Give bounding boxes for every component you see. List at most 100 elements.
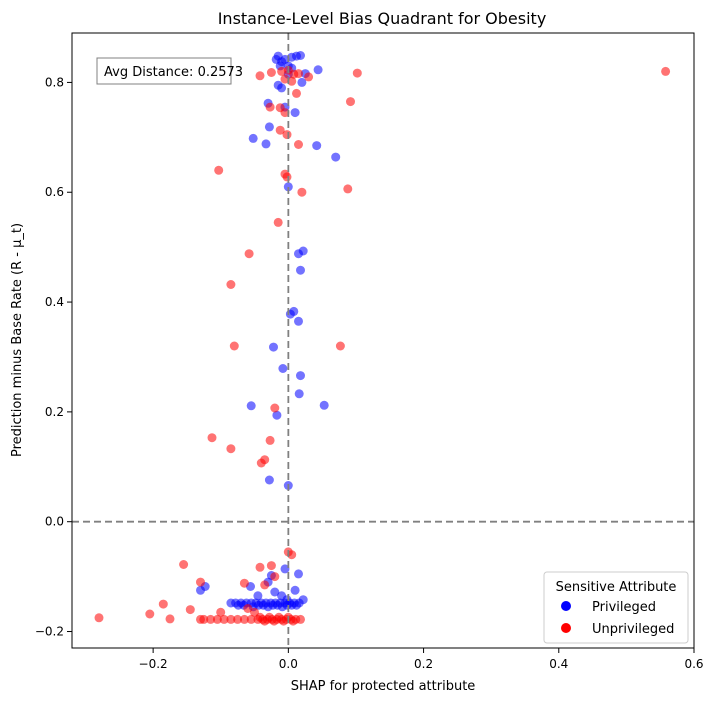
- x-tick-label: 0.4: [549, 657, 568, 671]
- point-unprivileged-76: [269, 616, 279, 626]
- point-unprivileged-31: [265, 435, 275, 445]
- y-tick-label: 0.6: [45, 185, 64, 199]
- y-tick-label: 0.2: [45, 405, 64, 419]
- point-unprivileged-56: [219, 614, 229, 624]
- point-privileged-76: [292, 600, 301, 610]
- point-unprivileged-21: [282, 172, 292, 182]
- point-unprivileged-60: [246, 614, 256, 624]
- point-unprivileged-26: [226, 280, 236, 289]
- point-unprivileged-2: [255, 71, 265, 81]
- point-unprivileged-57: [226, 614, 236, 624]
- point-unprivileged-22: [343, 184, 353, 194]
- point-privileged-18: [290, 108, 300, 118]
- y-axis: −0.2 0.0 0.2 0.4 0.6 0.8: [35, 75, 72, 639]
- point-unprivileged-59: [239, 614, 249, 624]
- legend-title: Sensitive Attribute: [556, 580, 677, 595]
- point-privileged-27: [296, 265, 305, 275]
- point-unprivileged-55: [212, 614, 222, 624]
- point-privileged-35: [319, 400, 329, 410]
- point-unprivileged-48: [158, 599, 168, 609]
- annotation-box: Avg Distance: 0.2573: [96, 57, 243, 85]
- point-unprivileged-15: [280, 108, 290, 118]
- point-privileged-3: [296, 51, 305, 60]
- point-privileged-26: [294, 249, 303, 259]
- point-privileged-34: [294, 389, 304, 399]
- legend-entry-privileged: Privileged: [592, 600, 656, 615]
- y-tick-label: 0.4: [45, 295, 64, 309]
- point-privileged-24: [283, 182, 293, 192]
- point-unprivileged-46: [243, 604, 253, 613]
- point-unprivileged-45: [216, 607, 226, 617]
- point-unprivileged-11: [292, 88, 301, 98]
- point-privileged-40: [280, 564, 290, 574]
- point-privileged-31: [269, 342, 278, 352]
- point-unprivileged-77: [279, 616, 289, 626]
- point-unprivileged-54: [206, 614, 216, 624]
- point-unprivileged-38: [255, 562, 265, 572]
- point-unprivileged-78: [288, 616, 298, 626]
- point-privileged-78: [263, 602, 273, 612]
- point-privileged-32: [278, 364, 288, 373]
- points-layer: [94, 51, 671, 626]
- point-unprivileged-7: [304, 72, 314, 82]
- point-privileged-30: [294, 316, 303, 326]
- point-privileged-22: [312, 141, 322, 151]
- x-tick-label: −0.2: [139, 657, 168, 671]
- point-unprivileged-9: [287, 76, 297, 86]
- point-unprivileged-10: [277, 66, 287, 76]
- point-privileged-29: [285, 309, 295, 319]
- point-privileged-21: [261, 139, 271, 149]
- point-privileged-38: [264, 475, 274, 485]
- point-unprivileged-13: [265, 102, 275, 112]
- point-privileged-41: [294, 569, 303, 579]
- point-unprivileged-51: [165, 614, 175, 624]
- point-unprivileged-19: [214, 165, 224, 175]
- point-unprivileged-17: [282, 130, 292, 140]
- point-unprivileged-75: [260, 616, 270, 626]
- y-tick-label: −0.2: [35, 625, 64, 639]
- point-unprivileged-36: [287, 550, 297, 560]
- legend-marker-privileged: [561, 601, 571, 611]
- legend-frame: [543, 571, 689, 644]
- point-unprivileged-50: [94, 613, 104, 623]
- reference-lines: [72, 33, 694, 648]
- point-privileged-48: [270, 587, 280, 597]
- point-privileged-23: [331, 152, 341, 162]
- point-privileged-33: [296, 371, 305, 381]
- point-unprivileged-29: [270, 403, 280, 413]
- point-privileged-9: [313, 65, 323, 75]
- point-unprivileged-30: [207, 433, 217, 443]
- point-privileged-20: [248, 133, 258, 143]
- point-unprivileged-16: [275, 125, 285, 135]
- y-tick-label: 0.0: [45, 515, 64, 529]
- point-unprivileged-49: [145, 609, 155, 619]
- y-tick-label: 0.8: [45, 75, 64, 89]
- x-axis: −0.2 0.0 0.2 0.4 0.6: [139, 648, 704, 671]
- point-privileged-46: [196, 585, 205, 595]
- point-privileged-79: [277, 602, 287, 612]
- point-unprivileged-58: [233, 614, 243, 624]
- point-privileged-15: [297, 77, 307, 87]
- point-unprivileged-70: [296, 614, 305, 624]
- point-unprivileged-18: [294, 140, 303, 149]
- point-unprivileged-6: [294, 69, 303, 79]
- x-tick-label: 0.6: [684, 657, 703, 671]
- point-unprivileged-44: [185, 605, 195, 615]
- chart-title: Instance-Level Bias Quadrant for Obesity: [218, 9, 547, 28]
- point-unprivileged-43: [260, 580, 270, 590]
- point-unprivileged-40: [270, 572, 280, 582]
- legend-entry-unprivileged: Unprivileged: [592, 622, 674, 637]
- plot-frame: [71, 32, 695, 649]
- point-unprivileged-25: [244, 249, 254, 259]
- point-unprivileged-3: [266, 68, 276, 77]
- point-unprivileged-42: [239, 578, 249, 588]
- x-axis-label: SHAP for protected attribute: [291, 679, 476, 694]
- point-privileged-11: [271, 54, 281, 64]
- point-privileged-36: [246, 401, 256, 411]
- point-unprivileged-24: [273, 217, 283, 227]
- annotation-text: Avg Distance: 0.2573: [104, 65, 243, 80]
- point-privileged-50: [253, 591, 263, 601]
- point-unprivileged-39: [266, 561, 276, 571]
- point-unprivileged-27: [229, 341, 239, 351]
